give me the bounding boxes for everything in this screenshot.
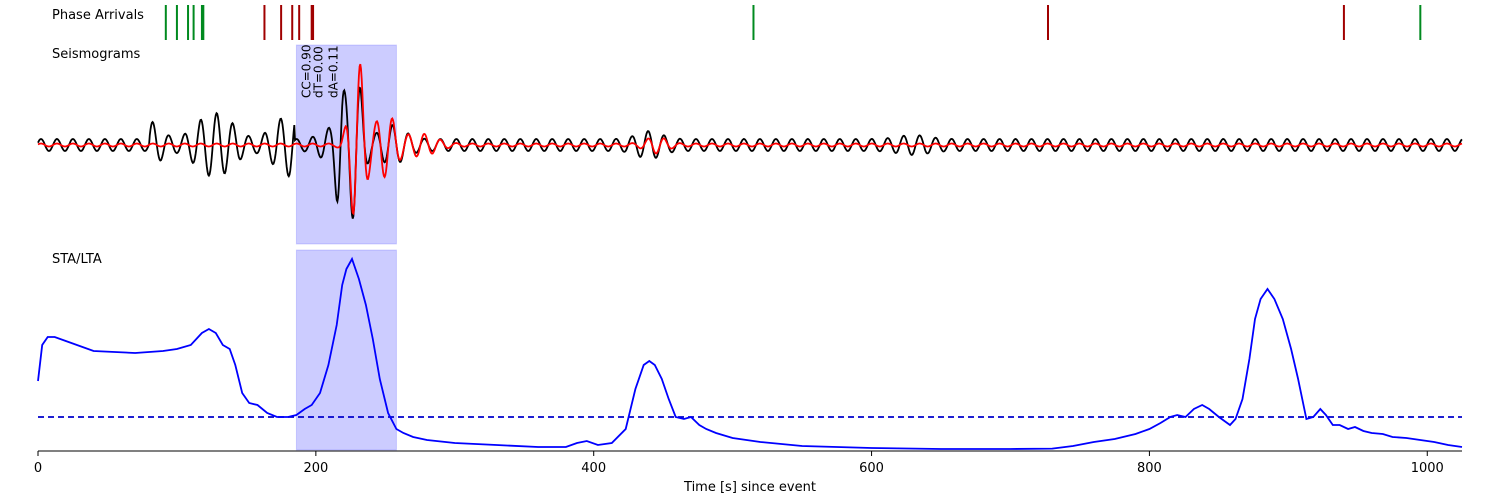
seismograms-label: Seismograms — [52, 47, 140, 62]
stalta-window-highlight — [295, 249, 397, 451]
cc-stat-label: CC=0.90 — [299, 44, 313, 98]
x-axis-label: Time [s] since event — [683, 480, 816, 495]
x-tick-label-5: 1000 — [1411, 461, 1444, 476]
x-axis-ticks: 0 200 400 600 800 1000 — [34, 451, 1444, 476]
x-tick-label-0: 0 — [34, 461, 42, 476]
seismogram-traces — [37, 63, 1463, 219]
stalta-panel: STA/LTA — [37, 249, 1463, 451]
x-tick-label-1: 200 — [303, 461, 328, 476]
phase-arrivals-label: Phase Arrivals — [52, 8, 144, 23]
phase-arrivals-panel: Phase Arrivals — [52, 5, 1422, 40]
x-tick-label-4: 800 — [1137, 461, 1162, 476]
stalta-label: STA/LTA — [52, 252, 102, 267]
phase-arrival-marks — [164, 5, 1422, 40]
observed-trace — [37, 86, 1463, 219]
stalta-curve — [37, 256, 1463, 450]
dt-stat-label: dT=0.00 — [311, 46, 325, 98]
da-stat-label: dA=0.11 — [326, 45, 340, 98]
x-tick-label-2: 400 — [581, 461, 606, 476]
x-axis: 0 200 400 600 800 1000 Time [s] since event — [34, 450, 1462, 495]
synthetic-trace — [37, 63, 1463, 216]
seismograms-panel: Seismograms CC=0.90 dT=0.00 dA=0.11 — [37, 44, 1463, 245]
x-tick-label-3: 600 — [859, 461, 884, 476]
